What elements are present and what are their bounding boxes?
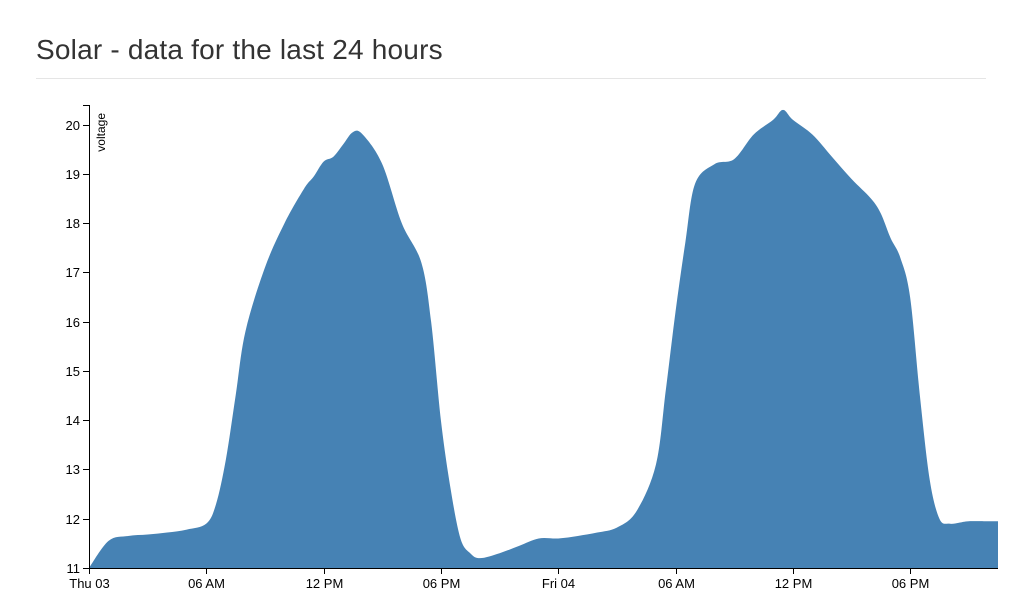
x-tick-label: 12 PM	[306, 576, 344, 591]
y-tick-label: 15	[66, 364, 80, 379]
y-tick-label: 11	[67, 561, 81, 576]
y-tick-label: 14	[66, 413, 80, 428]
x-tick-label: 06 AM	[658, 576, 695, 591]
y-tick-label: 16	[66, 315, 80, 330]
x-axis: Thu 03 06 AM 12 PM 06 PM Fri 04 06 AM 12 PM 06 …	[69, 568, 998, 591]
title-divider	[36, 78, 986, 79]
y-tick-label: 20	[66, 118, 80, 133]
y-axis-title: voltage	[94, 113, 108, 152]
x-tick-label: 12 PM	[775, 576, 813, 591]
x-tick-label: 06 PM	[892, 576, 930, 591]
y-axis: 11 12 13 14 15 16 17 18 19 20 voltage	[66, 105, 108, 576]
voltage-area-series	[89, 109, 998, 568]
page-title: Solar - data for the last 24 hours	[36, 34, 443, 65]
y-tick-label: 18	[66, 216, 80, 231]
y-tick-label: 19	[66, 167, 80, 182]
y-tick-label: 17	[66, 265, 80, 280]
x-tick-label: 06 AM	[188, 576, 225, 591]
y-tick-label: 13	[66, 462, 80, 477]
x-tick-label: Fri 04	[542, 576, 575, 591]
y-tick-label: 12	[66, 512, 80, 527]
x-tick-label: 06 PM	[423, 576, 461, 591]
x-tick-label: Thu 03	[69, 576, 109, 591]
